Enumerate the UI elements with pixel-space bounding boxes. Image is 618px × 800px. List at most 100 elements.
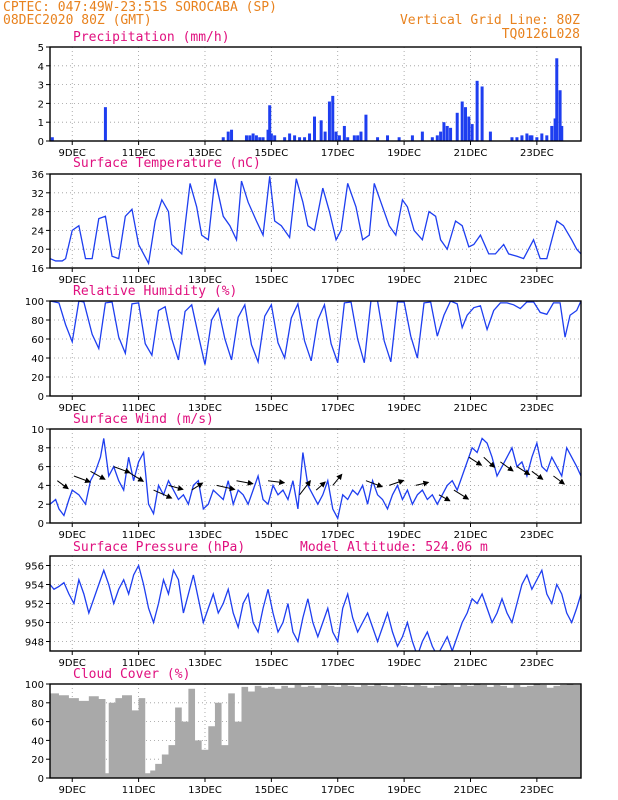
- y-tick-label: 954: [25, 581, 44, 592]
- y-tick-label: 0: [38, 519, 44, 530]
- precip-bar: [555, 58, 559, 141]
- x-tick-label: 23DEC: [520, 275, 554, 286]
- precip-bar: [273, 135, 277, 141]
- panel-3: 0 20 40 60 80 100 9DEC 11DEC 13DEC 15DEC 17DEC 19DE…: [25, 284, 582, 414]
- x-tick-label: 15DEC: [254, 658, 288, 669]
- x-tick-label: 9DEC: [59, 785, 86, 796]
- run-date: 08DEC2020 80Z (GMT): [3, 13, 152, 28]
- wind-arrow: [126, 470, 145, 482]
- panel-title: Precipitation (mm/h): [73, 30, 230, 45]
- precip-bar: [530, 135, 534, 141]
- x-tick-label: 17DEC: [321, 530, 355, 541]
- wind-arrow: [90, 470, 106, 480]
- precip-bar: [356, 135, 360, 141]
- cloud-cover-area: [50, 684, 581, 778]
- y-tick-label: 2: [38, 99, 44, 110]
- precip-bar: [244, 135, 248, 141]
- precip-bar: [515, 137, 519, 141]
- panel-frame: [49, 46, 582, 142]
- x-tick-label: 15DEC: [254, 530, 288, 541]
- y-tick-label: 40: [31, 736, 44, 747]
- x-tick-label: 11DEC: [122, 403, 156, 414]
- x-tick-label: 19DEC: [387, 785, 421, 796]
- x-tick-label: 15DEC: [254, 403, 288, 414]
- precip-bar: [540, 133, 544, 141]
- precip-bar: [550, 125, 554, 141]
- y-tick-label: 16: [31, 264, 44, 275]
- panel-1: 0 1 2 3 4 5 9DEC 11DEC 13DEC 15DEC 17DEC 19DEC 21DEC…: [38, 30, 582, 159]
- x-tick-label: 13DEC: [188, 275, 222, 286]
- y-tick-label: 20: [31, 755, 44, 766]
- precip-bar: [337, 135, 341, 141]
- x-tick-label: 13DEC: [188, 530, 222, 541]
- panel-5: 948 950 952 954 956 9DEC 11DEC 13DEC 15DEC 17DEC 1…: [25, 540, 582, 669]
- y-tick-label: 36: [31, 170, 44, 181]
- x-tick-label: 17DEC: [321, 785, 355, 796]
- wind-arrow: [516, 466, 531, 476]
- x-tick-label: 15DEC: [254, 148, 288, 159]
- x-tick-label: 21DEC: [454, 403, 488, 414]
- precip-bar: [376, 137, 380, 141]
- wind-arrow: [389, 479, 405, 486]
- panel-4: 0 2 4 6 8 10 9DEC 11DEC 13DEC 15DEC 17DEC 19DEC 21DE…: [31, 412, 582, 541]
- precip-bar: [359, 131, 363, 141]
- wind-arrow: [438, 494, 451, 502]
- precip-bar: [470, 124, 474, 141]
- precip-bar: [560, 125, 564, 141]
- precip-bar: [449, 127, 453, 141]
- series-line: [50, 437, 581, 521]
- precip-bar: [352, 135, 356, 141]
- y-tick-label: 5: [38, 43, 44, 54]
- precip-bar: [230, 129, 234, 141]
- precip-bar: [254, 135, 258, 141]
- panel-title: Cloud Cover (%): [73, 667, 190, 682]
- precip-bar: [386, 135, 390, 141]
- x-tick-label: 9DEC: [59, 148, 86, 159]
- precip-bar: [535, 137, 539, 141]
- precip-bar: [261, 137, 265, 141]
- x-tick-label: 15DEC: [254, 275, 288, 286]
- y-tick-label: 10: [31, 425, 44, 436]
- panel-frame: [49, 683, 582, 779]
- wind-arrow: [267, 479, 286, 486]
- precip-bar: [510, 137, 514, 141]
- panel-title: Relative Humidity (%): [73, 284, 237, 299]
- y-tick-label: 948: [25, 638, 44, 649]
- precip-bar: [283, 137, 287, 141]
- x-tick-label: 13DEC: [188, 403, 222, 414]
- precip-bar: [460, 101, 464, 141]
- wind-arrow: [332, 473, 343, 486]
- precip-bar: [269, 133, 273, 141]
- wind-arrow: [57, 480, 69, 490]
- x-tick-label: 23DEC: [520, 530, 554, 541]
- x-tick-label: 11DEC: [122, 148, 156, 159]
- x-tick-label: 23DEC: [520, 785, 554, 796]
- series-line: [50, 563, 581, 651]
- y-tick-label: 0: [38, 774, 44, 785]
- precip-bar: [435, 135, 439, 141]
- wind-arrow: [191, 482, 204, 491]
- model-id: TQ0126L028: [501, 27, 580, 42]
- wind-arrow: [315, 481, 326, 491]
- wind-arrow: [153, 489, 173, 499]
- x-tick-label: 17DEC: [321, 275, 355, 286]
- x-tick-label: 11DEC: [122, 658, 156, 669]
- y-tick-label: 40: [31, 354, 44, 365]
- x-tick-label: 21DEC: [454, 785, 488, 796]
- y-tick-label: 20: [31, 373, 44, 384]
- y-tick-label: 80: [31, 699, 44, 710]
- wind-arrow: [168, 484, 184, 491]
- y-tick-label: 60: [31, 718, 44, 729]
- panel-frame: [49, 428, 582, 524]
- x-tick-label: 13DEC: [188, 785, 222, 796]
- precip-bar: [480, 86, 484, 141]
- y-tick-label: 1: [38, 118, 44, 129]
- wind-arrow: [216, 484, 236, 492]
- precip-bar: [520, 135, 524, 141]
- wind-arrow: [365, 480, 384, 488]
- x-tick-label: 21DEC: [454, 658, 488, 669]
- precip-bar: [430, 137, 434, 141]
- vertical-grid-note: Vertical Grid Line: 80Z: [399, 13, 580, 28]
